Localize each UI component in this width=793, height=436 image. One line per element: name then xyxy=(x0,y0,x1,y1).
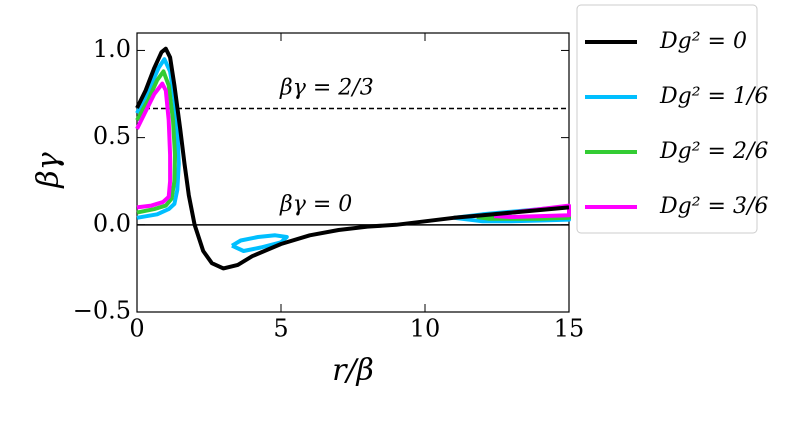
legend-label: Dg² = 3/6 xyxy=(659,194,768,219)
series-line xyxy=(135,46,570,271)
series-line xyxy=(135,81,571,219)
x-tick-label: 5 xyxy=(273,315,288,343)
plot-frame xyxy=(136,32,570,313)
x-tick-label: 10 xyxy=(410,315,441,343)
y-tick-label: −0.5 xyxy=(73,297,131,325)
y-tick-label: 1.0 xyxy=(93,35,131,63)
y-axis-label: βγ xyxy=(31,152,66,188)
x-axis-label: r/β xyxy=(332,353,374,388)
legend-box xyxy=(576,4,758,234)
y-tick-label: 0.0 xyxy=(93,209,131,237)
legend-label: Dg² = 2/6 xyxy=(659,139,768,164)
x-tick-label: 0 xyxy=(129,315,144,343)
legend-label: Dg² = 1/6 xyxy=(659,84,768,109)
x-tick-label: 15 xyxy=(554,315,585,343)
annotation: βγ = 2/3 xyxy=(279,76,374,101)
annotation: βγ = 0 xyxy=(279,192,352,217)
y-tick-label: 0.5 xyxy=(93,122,131,150)
legend-label: Dg² = 0 xyxy=(659,29,747,54)
